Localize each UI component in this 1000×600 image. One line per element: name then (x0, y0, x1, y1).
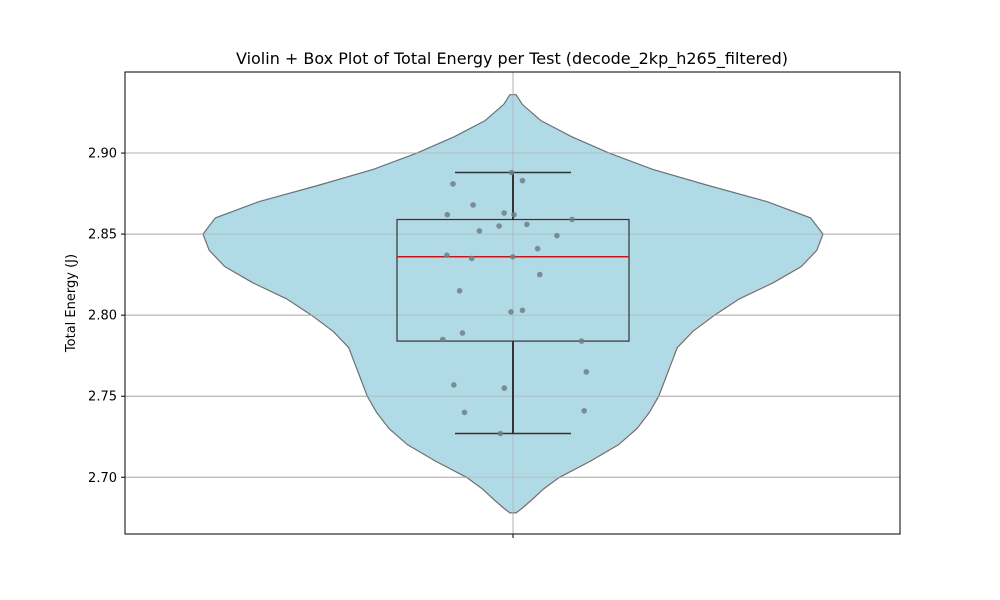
data-points-group (440, 169, 590, 437)
data-point (519, 177, 526, 184)
y-tick-label: 2.70 (88, 471, 117, 486)
data-point (583, 369, 590, 375)
data-point (511, 211, 517, 218)
data-point (534, 245, 541, 252)
data-point (468, 255, 475, 262)
data-point (519, 307, 526, 314)
data-point (501, 210, 507, 216)
data-point (508, 309, 514, 315)
data-point (578, 338, 585, 344)
data-point (459, 330, 466, 336)
data-point (554, 232, 560, 239)
y-tick-label: 2.90 (88, 147, 117, 162)
chart-title: Violin + Box Plot of Total Energy per Te… (236, 49, 788, 69)
data-point (510, 253, 516, 260)
y-tick-label: 2.75 (88, 390, 117, 405)
data-point (444, 252, 450, 258)
y-ticks: 2.70 2.75 2.80 2.85 2.90 (88, 147, 125, 486)
data-point (440, 336, 446, 343)
data-point (444, 211, 451, 218)
data-point (537, 271, 543, 278)
data-point (496, 223, 502, 229)
data-point (508, 169, 515, 176)
data-point (497, 430, 504, 437)
data-point (581, 408, 587, 414)
data-point (450, 181, 456, 187)
data-point (501, 385, 508, 391)
iqr-box (396, 218, 630, 342)
data-point (476, 228, 483, 234)
data-point (524, 221, 530, 228)
data-point (451, 382, 457, 388)
data-point (470, 202, 476, 208)
violin-body-group (125, 72, 900, 534)
data-point (461, 409, 468, 416)
y-tick-label: 2.80 (88, 309, 117, 324)
y-tick-label: 2.85 (88, 228, 117, 243)
data-point (569, 216, 575, 223)
data-point (456, 288, 463, 294)
y-axis-label: Total Energy (J) (64, 254, 79, 353)
